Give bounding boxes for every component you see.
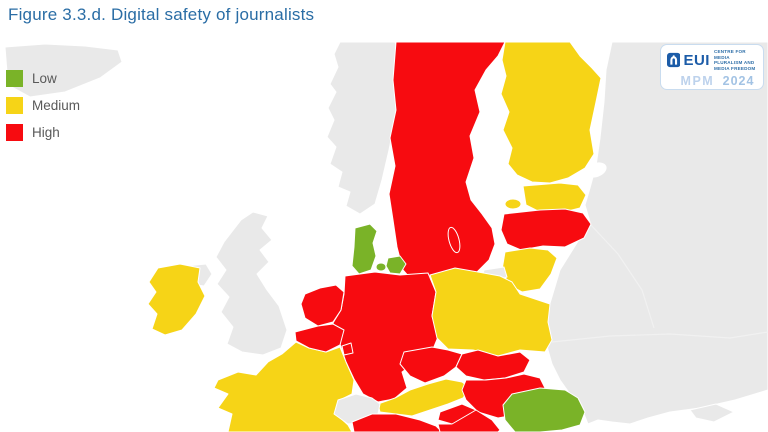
country-sweden (388, 42, 506, 288)
country-east-landmass (543, 42, 768, 425)
legend-label-medium: Medium (32, 98, 81, 113)
country-croatia (437, 409, 501, 432)
country-czechia (399, 346, 463, 384)
country-latvia (500, 208, 592, 251)
country-denmark (351, 223, 378, 275)
country-estonia (522, 182, 587, 214)
country-finland (500, 42, 602, 184)
europe-map (4, 42, 768, 432)
island-funen (375, 262, 387, 272)
legend-label-high: High (32, 125, 60, 140)
legend-label-low: Low (32, 71, 57, 86)
country-belgium (294, 323, 345, 353)
legend-item-low: Low (6, 70, 80, 87)
legend-item-medium: Medium (6, 97, 80, 114)
country-netherlands (300, 284, 345, 327)
country-slovakia (455, 349, 531, 381)
legend-swatch-medium (6, 97, 23, 114)
country-united-kingdom (215, 211, 288, 356)
country-romania (502, 387, 586, 432)
eui-wordmark: EUI (683, 51, 710, 69)
internal-border-lines (551, 223, 768, 343)
country-ireland (147, 263, 206, 336)
legend-swatch-high (6, 124, 23, 141)
mpm-badge: MPM 2024 (667, 72, 758, 90)
centre-name-line1: Centre for Media (713, 49, 746, 60)
country-italy (351, 413, 443, 432)
centre-name-line2: Pluralism and (713, 60, 755, 66)
centre-name-line3: Media Freedom (713, 66, 756, 72)
island-saaremaa (504, 198, 522, 210)
country-poland (429, 267, 553, 357)
crimea-peninsula (689, 403, 735, 423)
logo-top-row: EUI Centre for Media Pluralism and Media… (667, 49, 758, 72)
figure-title: Figure 3.3.d. Digital safety of journali… (8, 5, 315, 24)
legend-swatch-low (6, 70, 23, 87)
legend: Low Medium High (6, 70, 80, 151)
europe-map-container (0, 42, 768, 432)
legend-item-high: High (6, 124, 80, 141)
mpm-badge-text: MPM (680, 73, 715, 88)
eui-arch-icon (667, 53, 681, 68)
island-gotland (447, 226, 461, 254)
centre-name: Centre for Media Pluralism and Media Fre… (714, 49, 758, 72)
island-zealand (385, 255, 407, 275)
country-luxembourg (341, 342, 354, 356)
lake-ladoga (585, 162, 607, 178)
mpm-logo: EUI Centre for Media Pluralism and Media… (660, 44, 764, 90)
country-france (213, 341, 355, 432)
mpm-badge-year: 2024 (722, 73, 755, 88)
country-iceland (4, 43, 123, 98)
